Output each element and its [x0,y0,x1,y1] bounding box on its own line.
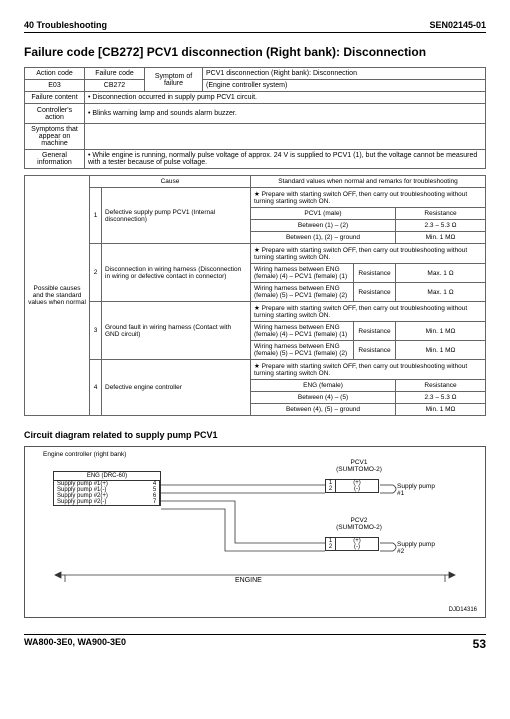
c4-num: 4 [90,360,102,416]
controllers-action: Blinks warning lamp and sounds alarm buz… [92,110,236,117]
header-section: 40 Troubleshooting [24,20,107,30]
c3-prep: ★ Prepare with starting switch OFF, then… [251,302,486,322]
c4-r1a: Between (4) – (5) [251,392,396,404]
c3-num: 3 [90,302,102,360]
c4-prep: ★ Prepare with starting switch OFF, then… [251,360,486,380]
failure-code-h: Failure code [85,68,145,80]
c2-r2c: Max. 1 Ω [396,283,486,302]
footer-page: 53 [473,637,486,651]
general-info-h: General information [25,150,85,169]
c3-cause: Ground fault in wiring harness (Contact … [102,302,251,360]
c2-r2a: Wiring harness between ENG (female) (5) … [251,283,354,302]
c2-num: 2 [90,244,102,302]
c1-r2b: Min. 1 MΩ [396,232,486,244]
c3-r2b: Resistance [354,341,396,360]
c3-r1a: Wiring harness between ENG (female) (4) … [251,322,354,341]
c1-prep: ★ Prepare with starting switch OFF, then… [251,188,486,208]
circuit-diagram: Engine controller (right bank) ENG (DRC-… [24,446,486,618]
symptom-h: Symptom of failure [145,68,203,92]
c1-cause: Defective supply pump PCV1 (Internal dis… [102,188,251,244]
cause-h: Cause [90,176,251,188]
c3-r2c: Min. 1 MΩ [396,341,486,360]
c1-r1a: Between (1) – (2) [251,220,396,232]
action-code-h: Action code [25,68,85,80]
failure-content-h: Failure content [25,92,85,104]
wiring-svg [25,447,485,617]
c2-r1b: Resistance [354,264,396,283]
page-title: Failure code [CB272] PCV1 disconnection … [24,45,486,59]
failure-content: Disconnection occurred in supply pump PC… [92,94,257,101]
c1-r1b: 2.3 – 5.3 Ω [396,220,486,232]
c4-cause: Defective engine controller [102,360,251,416]
c3-r1b: Resistance [354,322,396,341]
c1-num: 1 [90,188,102,244]
engine-bar-label: ENGINE [235,577,262,584]
c3-r1c: Min. 1 MΩ [396,322,486,341]
general-info: While engine is running, normally pulse … [88,152,477,166]
c1-r2a: Between (1), (2) – ground [251,232,396,244]
controllers-h: Controller's action [25,104,85,124]
header-doc: SEN02145-01 [429,20,486,30]
c1-col2: Resistance [396,208,486,220]
c2-r2b: Resistance [354,283,396,302]
footer-models: WA800-3E0, WA900-3E0 [24,637,126,651]
c2-r1c: Max. 1 Ω [396,264,486,283]
std-h: Standard values when normal and remarks … [251,176,486,188]
c4-r2a: Between (4), (5) – ground [251,404,396,416]
info-table: Action code Failure code Symptom of fail… [24,67,486,169]
c4-col2: Resistance [396,380,486,392]
c2-cause: Disconnection in wiring harness (Disconn… [102,244,251,302]
c4-r2b: Min. 1 MΩ [396,404,486,416]
c2-r1a: Wiring harness between ENG (female) (4) … [251,264,354,283]
c4-col1: ENG (female) [251,380,396,392]
c4-r1b: 2.3 – 5.3 Ω [396,392,486,404]
symptom-name: PCV1 disconnection (Right bank): Disconn… [203,68,486,80]
symptom-system: (Engine controller system) [203,80,486,92]
c3-r2a: Wiring harness between ENG (female) (5) … [251,341,354,360]
c2-prep: ★ Prepare with starting switch OFF, then… [251,244,486,264]
failure-code: CB272 [85,80,145,92]
c1-col1: PCV1 (male) [251,208,396,220]
side-header: Possible causes and the standard values … [25,176,90,416]
drawing-number: DJD14316 [449,607,477,613]
action-code: E03 [25,80,85,92]
symptoms-machine-h: Symptoms that appear on machine [25,124,85,150]
troubleshoot-table: Possible causes and the standard values … [24,175,486,416]
circuit-title: Circuit diagram related to supply pump P… [24,430,486,440]
